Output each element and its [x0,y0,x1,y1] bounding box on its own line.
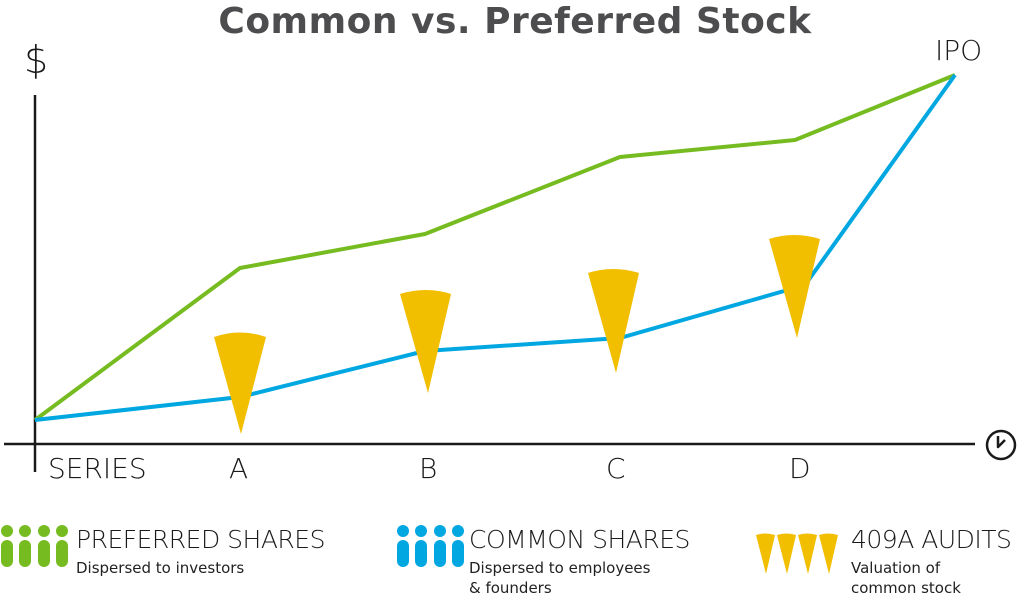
legend-audit: 409A AUDITS Valuation of common stock [845,525,1012,598]
audit-cone-b [400,290,451,393]
legend-audit-sub-2: common stock [851,579,961,597]
ipo-label: IPO [935,34,983,67]
x-tick-c: C [606,452,626,485]
audit-cone-d [769,235,820,338]
legend-common-sub-2: & founders [469,579,552,597]
legend-preferred: PREFERRED SHARES Dispersed to investors [70,525,325,578]
preferred-line [33,73,956,422]
common-line [34,73,957,422]
legend-common: COMMON SHARES Dispersed to employees & f… [463,525,690,598]
preferred-legend-icon [1,525,68,567]
legend-common-title: COMMON SHARES [469,525,690,554]
legend-common-sub-1: Dispersed to employees [469,559,651,577]
audit-cone-a [214,332,266,434]
legend-preferred-sub: Dispersed to investors [76,559,245,577]
audit-cone-c [588,269,639,373]
x-tick-a: A [229,452,249,485]
chart-title: Common vs. Preferred Stock [218,1,812,42]
x-tick-d: D [789,452,811,485]
x-tick-b: B [419,452,438,485]
legend-audit-sub-1: Valuation of [851,559,941,577]
clock-icon [985,429,1017,461]
y-axis-label: $ [24,38,49,82]
common-legend-icon [397,525,464,567]
legend-preferred-title: PREFERRED SHARES [76,525,325,554]
legend-audit-title: 409A AUDITS [851,525,1012,554]
audit-legend-icon [756,533,838,574]
x-tick-series: SERIES [48,452,147,485]
